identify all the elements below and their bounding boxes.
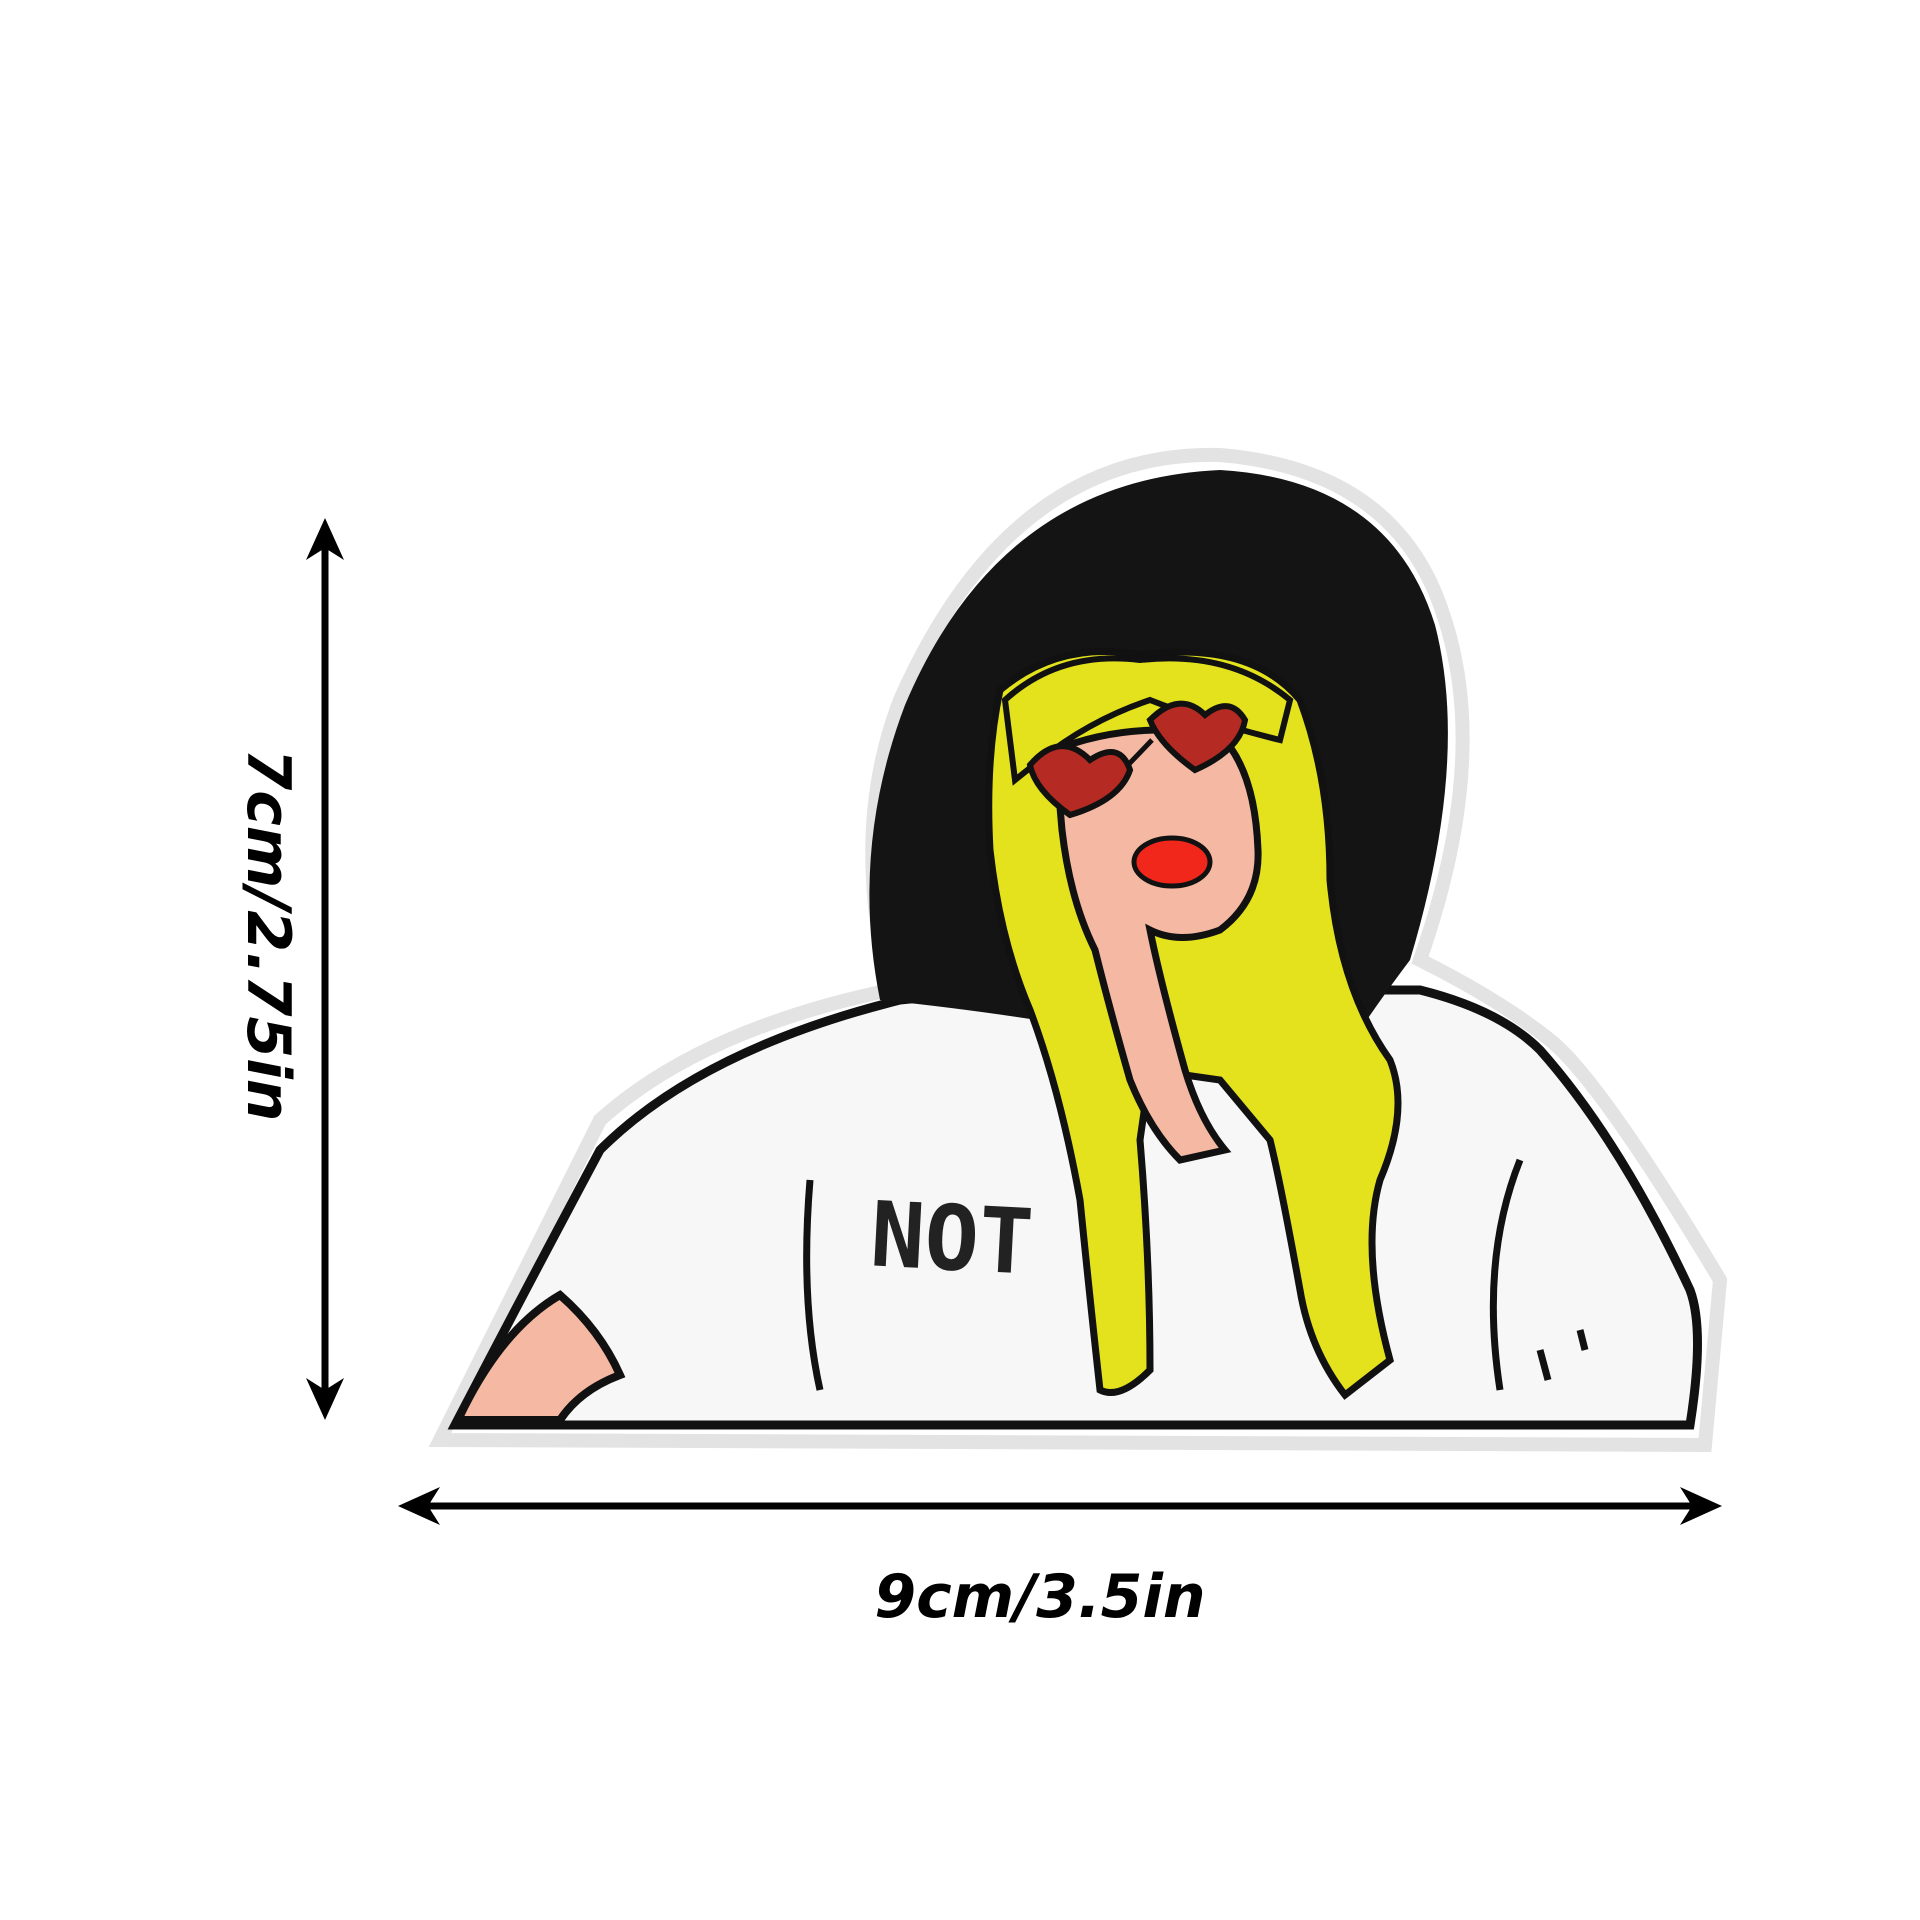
heart-sunglasses	[1026, 700, 1249, 819]
shirt-text: NOT	[868, 1182, 1036, 1295]
height-label: 7cm/2.75in	[233, 748, 303, 1121]
height-dimension-arrow	[306, 518, 344, 1420]
width-label: 9cm/3.5in	[874, 1562, 1205, 1632]
embroidered-patch: NOT	[428, 447, 1728, 1453]
face	[1051, 726, 1262, 1164]
width-dimension-arrow	[398, 1487, 1722, 1525]
shirt-fold-lines	[803, 1158, 1589, 1391]
left-arm	[451, 1290, 626, 1424]
bangs	[1001, 655, 1294, 786]
lips	[1131, 835, 1213, 889]
